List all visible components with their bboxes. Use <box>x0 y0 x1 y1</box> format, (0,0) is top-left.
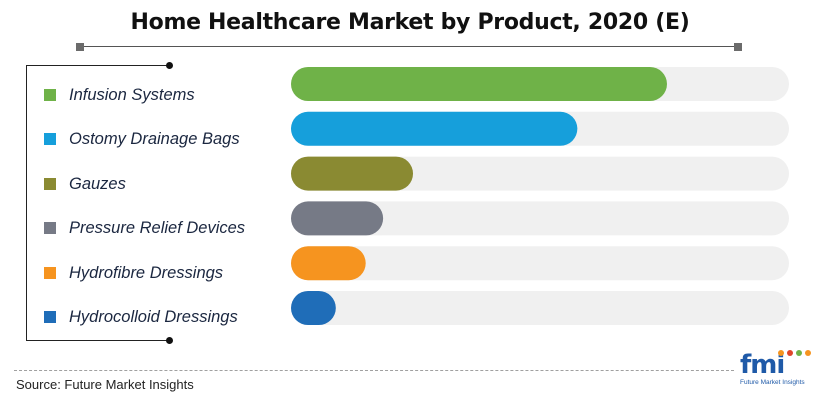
bar-ostomy-drainage-bags <box>291 111 578 146</box>
fmi-logo: fmi Future Market Insights <box>740 350 811 392</box>
legend-item: Ostomy Drainage Bags <box>44 127 240 151</box>
bar-gauzes <box>291 156 414 191</box>
legend-label: Hydrofibre Dressings <box>69 263 224 282</box>
legend-swatch <box>44 178 56 190</box>
legend-label: Pressure Relief Devices <box>69 218 246 237</box>
legend-swatch <box>44 311 56 323</box>
logo-dot <box>778 350 784 356</box>
title-rule-left-cap <box>76 43 84 51</box>
legend-swatch <box>44 133 56 145</box>
legend-swatch <box>44 222 56 234</box>
logo-wordmark: fmi <box>740 350 785 380</box>
source-divider <box>14 370 734 371</box>
legend-swatch <box>44 267 56 279</box>
legend-label: Hydrocolloid Dressings <box>69 307 238 326</box>
logo-dot <box>805 350 811 356</box>
legend-bracket-side <box>26 65 27 341</box>
legend-bracket-top-dot <box>166 62 173 69</box>
legend-label: Gauzes <box>69 174 126 193</box>
bar-infusion-systems <box>291 67 667 101</box>
legend-bracket-bottom-dot <box>166 337 173 344</box>
legend-item: Infusion Systems <box>44 83 195 107</box>
bar-hydrofibre-dressings <box>291 246 366 281</box>
legend-item: Gauzes <box>44 172 126 196</box>
legend-swatch <box>44 89 56 101</box>
legend-item: Hydrofibre Dressings <box>44 261 223 285</box>
bar-track <box>291 291 789 325</box>
legend-bracket-bottom <box>26 340 169 341</box>
legend-item: Pressure Relief Devices <box>44 216 245 240</box>
title-rule-right-cap <box>734 43 742 51</box>
logo-dot <box>787 350 793 356</box>
legend-label: Infusion Systems <box>69 85 195 104</box>
bar-track <box>291 246 789 281</box>
logo-dot <box>796 350 802 356</box>
bar-track <box>291 156 789 191</box>
logo-dots <box>778 350 814 356</box>
bar-track <box>291 201 789 236</box>
logo-subtitle: Future Market Insights <box>740 379 805 386</box>
title-rule <box>80 46 740 47</box>
source-note: Source: Future Market Insights <box>16 377 194 392</box>
chart-title: Home Healthcare Market by Product, 2020 … <box>130 10 690 35</box>
legend-label: Ostomy Drainage Bags <box>69 129 240 148</box>
bar-hydrocolloid-dressings <box>291 291 336 325</box>
legend-item: Hydrocolloid Dressings <box>44 305 238 329</box>
bar-pressure-relief-devices <box>291 201 384 236</box>
legend-bracket-top <box>26 65 169 66</box>
